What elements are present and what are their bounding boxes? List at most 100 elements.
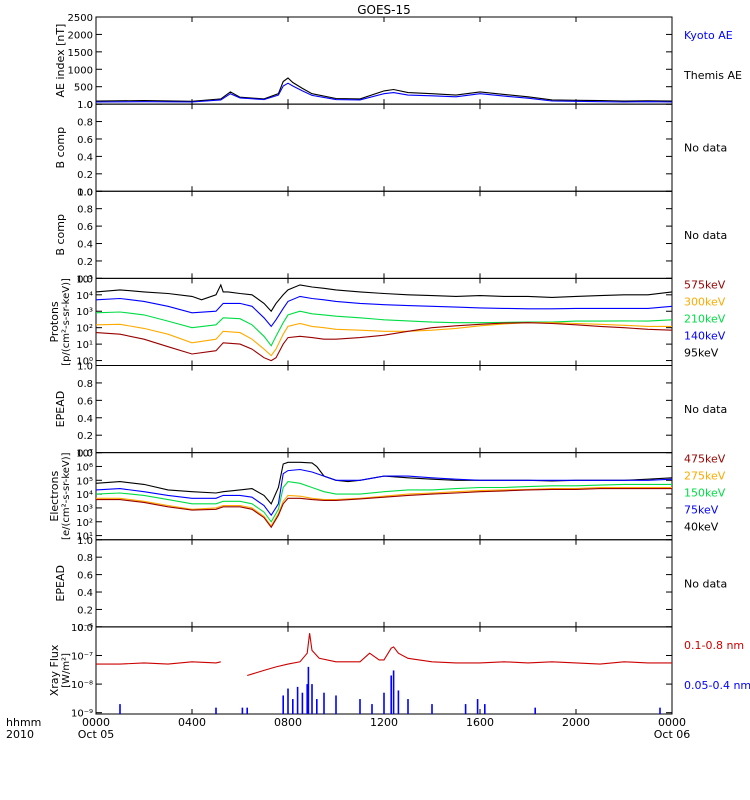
panel-frame [95, 277, 673, 366]
legend-entry: 575keV [684, 278, 726, 291]
panel-6: 0.0 0.2 0.4 0.6 0.8 1.0 EPEAD No data [54, 536, 727, 634]
y-tick-label: 10⁶ [76, 462, 93, 473]
panel-4: 0.0 0.2 0.4 0.6 0.8 1.0 EPEAD No data [54, 362, 727, 460]
y-axis-label: EPEAD [54, 565, 67, 602]
y-tick-label: 0.8 [77, 379, 93, 390]
y-tick-label: 10⁵ [76, 274, 93, 285]
time-axis-corner-year: 2010 [6, 728, 34, 741]
series-line-475keV [96, 488, 672, 529]
legend-entry: 150keV [684, 487, 726, 500]
y-tick-label: 2500 [68, 13, 93, 24]
series-line-Kyoto-AE [95, 82, 673, 103]
y-tick-label: 0.6 [77, 396, 93, 407]
series-line-0-1-0-8-nm [96, 633, 672, 677]
y-tick-label: 0.8 [77, 118, 93, 129]
y-tick-label: 10⁻⁸ [71, 680, 93, 691]
x-tick-label: 0400 [178, 716, 206, 729]
y-tick-label: 10³ [76, 504, 93, 515]
y-axis-label: EPEAD [54, 391, 67, 428]
x-tick-date-label: Oct 05 [78, 728, 115, 741]
series-line-Themis-AE [95, 77, 673, 102]
series-line-140keV [95, 295, 673, 328]
series-line-210keV [95, 310, 673, 347]
y-axis-label: Xray Flux [48, 644, 61, 696]
y-tick-label: 0.6 [77, 571, 93, 582]
panel-frame [95, 539, 673, 628]
y-tick-label: 10⁴ [76, 490, 93, 501]
panel-1: 0.0 0.2 0.4 0.6 0.8 1.0 B comp No data [54, 100, 727, 198]
y-tick-label: 0.0 [77, 274, 93, 285]
panel-frame [95, 365, 673, 454]
y-tick-label: 1000 [68, 65, 93, 76]
y-axis-units: [p/(cm²-s-sr-keV)] [61, 278, 72, 366]
y-tick-label: 0.2 [77, 431, 93, 442]
y-tick-label: 1.0 [77, 362, 93, 373]
y-axis-label: AE index [nT] [54, 24, 67, 98]
x-tick-label: 0000 [658, 716, 686, 729]
panel-frame [95, 190, 673, 279]
x-tick-label: 0800 [274, 716, 302, 729]
y-tick-label: 0.6 [77, 222, 93, 233]
legend-entry: 40keV [684, 521, 719, 534]
y-tick-label: 10⁴ [76, 291, 93, 302]
x-tick-label: 1200 [370, 716, 398, 729]
y-tick-label: 0 [87, 100, 93, 111]
panel-7: 10⁻⁹ 10⁻⁸ 10⁻⁷ 10⁻⁶ Xray Flux [W/m²] 0.1-0.8 n… [48, 623, 750, 720]
y-tick-label: 1.0 [77, 536, 93, 547]
y-tick-label: 10³ [76, 307, 93, 318]
y-tick-label: 10⁻⁹ [71, 709, 93, 720]
panel-5: 10¹ 10² 10³ 10⁴ 10⁵ 10⁶ 10⁷ Electrons [e/(cm²-s-… [48, 449, 726, 543]
legend-entry: 0.1-0.8 nm [684, 639, 744, 652]
y-tick-label: 10¹ [76, 340, 93, 351]
no-data-message: No data [684, 142, 727, 155]
y-tick-label: 0.4 [77, 152, 93, 163]
y-tick-label: 0.2 [77, 257, 93, 268]
legend-entry: 210keV [684, 312, 726, 325]
x-tick-label: 0000 [82, 716, 110, 729]
y-axis-label: Protons [48, 301, 61, 342]
y-tick-label: 0.4 [77, 240, 93, 251]
y-tick-label: 0.8 [77, 553, 93, 564]
y-tick-label: 0.0 [77, 187, 93, 198]
y-tick-label: 2000 [68, 30, 93, 41]
y-tick-label: 10⁷ [76, 449, 93, 460]
y-tick-label: 0.4 [77, 588, 93, 599]
y-tick-label: 0.8 [77, 205, 93, 216]
series-line-575keV [95, 322, 673, 362]
y-axis-label: Electrons [48, 471, 61, 522]
series-line-300keV [95, 322, 672, 357]
no-data-message: No data [684, 403, 727, 416]
y-axis-units: [e/(cm²-s-sr-keV)] [61, 452, 72, 540]
y-axis-label: B comp [54, 127, 67, 169]
x-tick-date-label: Oct 06 [654, 728, 691, 741]
series-line-75keV [95, 468, 673, 517]
y-axis-units: [W/m²] [61, 653, 72, 688]
y-tick-label: 10⁵ [76, 476, 93, 487]
legend-entry: 275keV [684, 470, 726, 483]
legend-entry: 75keV [684, 504, 719, 517]
legend-entry: Themis AE [683, 69, 742, 82]
y-axis-label: B comp [54, 214, 67, 256]
x-tick-label: 2000 [562, 716, 590, 729]
legend-entry: 0.05-0.4 nm [684, 679, 750, 692]
y-tick-label: 10⁰ [76, 357, 93, 368]
legend-entry: 475keV [684, 453, 726, 466]
y-tick-label: 0.6 [77, 135, 93, 146]
no-data-message: No data [684, 229, 727, 242]
legend-entry: 300keV [684, 295, 726, 308]
y-tick-label: 0.4 [77, 414, 93, 425]
time-axis-corner-hhmm: hhmm [6, 716, 41, 729]
legend-entry: 95keV [684, 346, 719, 359]
y-tick-label: 10⁻⁶ [71, 623, 93, 634]
legend-entry: Kyoto AE [684, 29, 733, 42]
y-tick-label: 0.0 [77, 449, 93, 460]
x-tick-label: 1600 [466, 716, 494, 729]
y-tick-label: 10¹ [76, 532, 93, 543]
y-tick-label: 1500 [68, 48, 93, 59]
legend-entry: 140keV [684, 329, 726, 342]
panel-3: 10⁰ 10¹ 10² 10³ 10⁴ 10⁵ Protons [p/(cm²-s-sr-ke… [48, 274, 726, 367]
y-tick-label: 0.2 [77, 605, 93, 616]
